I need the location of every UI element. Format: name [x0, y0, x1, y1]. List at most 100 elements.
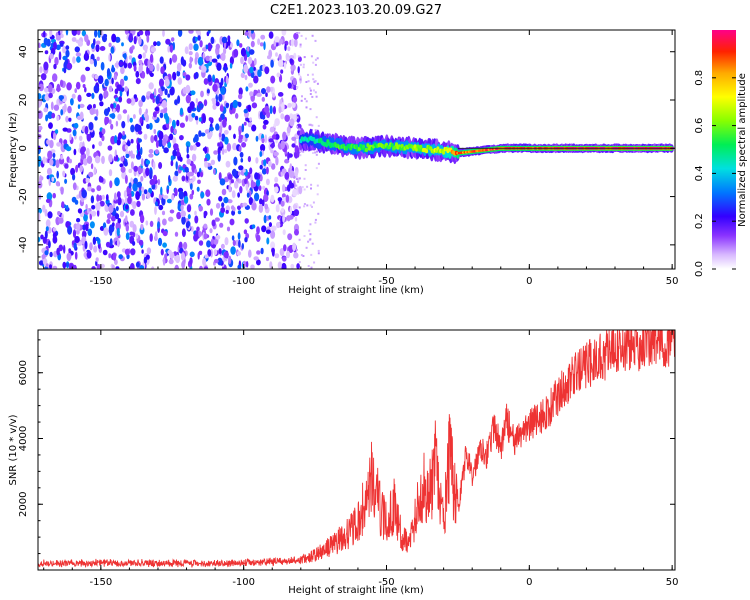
heatmap-cell: [194, 56, 198, 65]
heatmap-cell: [180, 199, 185, 206]
heatmap-cell: [179, 107, 184, 116]
heatmap-cell: [164, 78, 170, 87]
heatmap-cell: [248, 249, 252, 258]
heatmap-cell: [111, 215, 116, 222]
heatmap-cell: [74, 46, 81, 53]
heatmap-cell: [132, 224, 137, 233]
heatmap-cell: [231, 168, 237, 177]
heatmap-cell: [173, 143, 179, 150]
heatmap-cell: [246, 46, 250, 52]
heatmap-cell: [121, 121, 126, 129]
heatmap-cell: [69, 264, 75, 269]
heatmap-cell: [256, 259, 261, 266]
heatmap-cell: [112, 108, 116, 113]
heatmap-cell: [181, 228, 186, 238]
heatmap-cell: [158, 130, 164, 140]
heatmap-cell: [162, 256, 166, 266]
heatmap-cell: [239, 151, 244, 158]
heatmap-cell: [309, 233, 312, 236]
heatmap-marks: [38, 30, 675, 269]
heatmap-cell: [261, 137, 265, 144]
heatmap-cell: [120, 66, 125, 75]
heatmap-cell: [189, 56, 193, 64]
heatmap-cell: [270, 194, 275, 203]
heatmap-cell: [253, 75, 259, 84]
heatmap-cell: [296, 263, 300, 269]
heatmap-cell: [187, 214, 191, 220]
heatmap-cell: [67, 105, 72, 114]
heatmap-cell: [160, 186, 163, 196]
heatmap-cell: [71, 37, 77, 42]
heatmap-cell: [268, 222, 272, 228]
heatmap-cell: [150, 169, 153, 177]
heatmap-cell: [188, 30, 194, 34]
heatmap-cell: [128, 55, 133, 60]
heatmap-cell: [185, 94, 191, 104]
heatmap-cell: [136, 200, 141, 208]
heatmap-cell: [176, 119, 180, 127]
heatmap-cell: [43, 37, 48, 46]
heatmap-cell: [309, 87, 312, 90]
heatmap-cell: [146, 192, 151, 199]
heatmap-cell: [96, 209, 100, 217]
heatmap-cell: [38, 98, 42, 108]
heatmap-cell: [116, 139, 121, 146]
heatmap-cell: [255, 135, 259, 142]
heatmap-cell: [178, 241, 183, 250]
heatmap-cell: [215, 43, 220, 50]
heatmap-cell: [89, 107, 95, 116]
heatmap-cell: [133, 165, 139, 172]
heatmap-cell: [244, 74, 248, 81]
heatmap-cell: [76, 218, 81, 223]
heatmap-cell: [189, 257, 193, 265]
heatmap-cell: [153, 134, 158, 142]
heatmap-cell: [245, 261, 249, 268]
heatmap-cell: [217, 257, 223, 266]
heatmap-cell: [158, 204, 164, 211]
colorbar-tick-label: 0.6: [694, 118, 705, 134]
x-tick-label: -100: [232, 276, 255, 287]
heatmap-cell: [52, 152, 56, 158]
x-tick-label: -50: [378, 577, 394, 588]
heatmap-cell: [175, 254, 181, 264]
heatmap-cell: [156, 63, 160, 72]
heatmap-cell: [280, 102, 285, 112]
heatmap-cell: [299, 78, 302, 81]
heatmap-cell: [116, 104, 120, 110]
heatmap-cell: [75, 164, 79, 173]
heatmap-cell: [250, 40, 255, 48]
heatmap-cell: [53, 41, 57, 50]
heatmap-cell: [43, 107, 48, 113]
heatmap-cell: [303, 203, 306, 205]
colorbar-ticks: 0.0 0.2 0.4 0.6 0.8: [694, 70, 736, 277]
heatmap-cell: [110, 113, 116, 119]
heatmap-cell: [299, 150, 302, 153]
heatmap-cell: [212, 83, 218, 92]
heatmap-cell: [62, 170, 66, 177]
heatmap-cell: [42, 258, 48, 266]
heatmap-cell: [289, 118, 295, 127]
heatmap-cell: [203, 99, 208, 107]
heatmap-cell: [93, 245, 98, 253]
bottom-x-axis-label: Height of straight line (km): [288, 585, 424, 596]
heatmap-cell: [235, 113, 239, 119]
x-tick-label: 50: [666, 577, 679, 588]
heatmap-cell: [84, 86, 87, 93]
heatmap-cell: [80, 74, 86, 83]
heatmap-cell: [248, 197, 254, 205]
heatmap-cell: [97, 30, 101, 38]
heatmap-cell: [135, 261, 140, 268]
heatmap-cell: [212, 98, 216, 106]
heatmap-cell: [136, 181, 142, 188]
heatmap-cell: [162, 138, 167, 147]
heatmap-cell: [271, 225, 277, 232]
heatmap-cell: [123, 160, 128, 167]
heatmap-cell: [44, 87, 49, 93]
heatmap-cell: [77, 104, 81, 109]
heatmap-cell: [183, 195, 189, 204]
heatmap-cell: [128, 182, 132, 189]
heatmap-cell: [40, 176, 44, 181]
heatmap-cell: [121, 133, 127, 140]
heatmap-cell: [252, 199, 256, 204]
heatmap-cell: [204, 254, 209, 259]
